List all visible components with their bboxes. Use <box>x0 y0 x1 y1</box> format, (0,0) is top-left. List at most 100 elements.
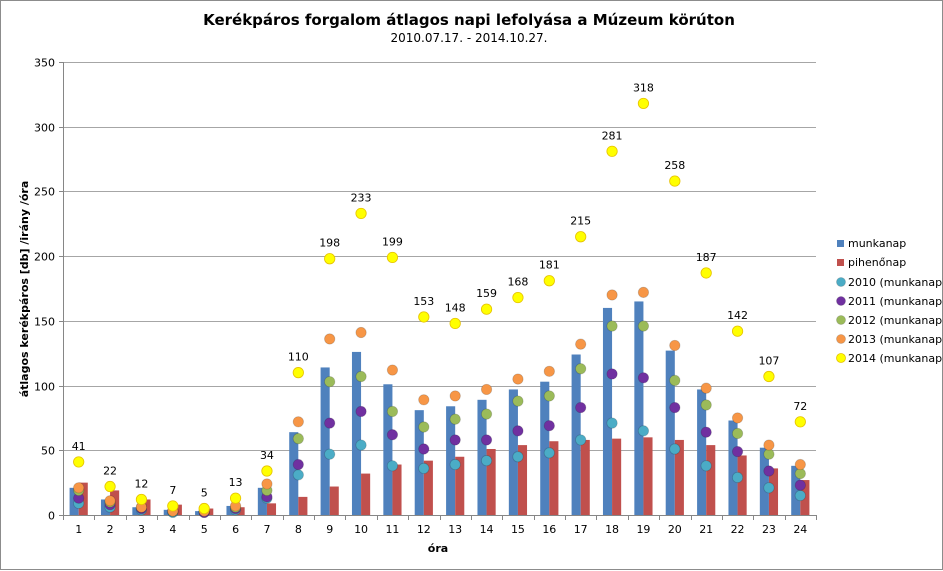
point-2012 <box>607 321 617 331</box>
point-2011 <box>293 459 303 469</box>
point-2011 <box>575 402 585 412</box>
bar-pihenonap <box>298 497 307 515</box>
legend-label: 2014 (munkanap) <box>848 352 943 365</box>
legend-label: 2013 (munkanap) <box>848 333 943 346</box>
x-tick-label: 18 <box>605 523 619 536</box>
point-2010 <box>638 426 648 436</box>
point-2011 <box>670 402 680 412</box>
point-2012 <box>356 371 366 381</box>
point-2010 <box>293 470 303 480</box>
point-2014 <box>73 457 83 467</box>
data-label: 168 <box>507 276 528 289</box>
point-2014 <box>293 367 303 377</box>
point-2013 <box>105 496 115 506</box>
point-2014 <box>513 292 523 302</box>
point-2010 <box>544 448 554 458</box>
point-2014 <box>701 268 711 278</box>
data-label: 159 <box>476 287 497 300</box>
bar-munkanap <box>634 301 643 515</box>
point-2013 <box>356 327 366 337</box>
x-tick-label: 2 <box>107 523 114 536</box>
legend-marker <box>837 278 846 287</box>
points <box>73 98 805 517</box>
y-tick-label: 100 <box>34 381 55 394</box>
point-2014 <box>481 304 491 314</box>
data-label: 181 <box>539 259 560 272</box>
bar-pihenonap <box>267 503 276 515</box>
point-2014 <box>262 466 272 476</box>
point-2011 <box>795 480 805 490</box>
bars <box>70 301 810 515</box>
x-tick-label: 3 <box>138 523 145 536</box>
point-2014 <box>732 326 742 336</box>
data-label: 12 <box>134 477 148 490</box>
legend-swatch <box>837 259 844 266</box>
legend-marker <box>837 316 846 325</box>
point-2010 <box>481 455 491 465</box>
point-2014 <box>356 208 366 218</box>
point-2013 <box>575 339 585 349</box>
point-2014 <box>607 146 617 156</box>
x-tick-label: 23 <box>762 523 776 536</box>
point-2012 <box>638 321 648 331</box>
point-2010 <box>575 435 585 445</box>
point-2013 <box>638 287 648 297</box>
bar-pihenonap <box>643 437 652 515</box>
point-2014 <box>419 312 429 322</box>
point-2014 <box>105 481 115 491</box>
x-tick-label: 8 <box>295 523 302 536</box>
data-label: 22 <box>103 465 117 478</box>
legend-marker <box>837 354 846 363</box>
x-tick-label: 10 <box>354 523 368 536</box>
point-2011 <box>419 444 429 454</box>
point-2013 <box>481 384 491 394</box>
point-2012 <box>293 433 303 443</box>
point-2010 <box>701 461 711 471</box>
y-tick-label: 150 <box>34 316 55 329</box>
point-2013 <box>73 483 83 493</box>
data-label: 199 <box>382 235 403 248</box>
point-2013 <box>732 413 742 423</box>
point-2010 <box>795 490 805 500</box>
x-tick-label: 12 <box>417 523 431 536</box>
bar-pihenonap <box>361 474 370 515</box>
x-tick-label: 11 <box>385 523 399 536</box>
bar-pihenonap <box>581 440 590 515</box>
legend-label: munkanap <box>848 237 906 250</box>
point-2011 <box>701 427 711 437</box>
point-2014 <box>230 493 240 503</box>
point-2013 <box>607 290 617 300</box>
chart-title: Kerékpáros forgalom átlagos napi lefolyá… <box>203 11 735 29</box>
data-label: 41 <box>72 440 86 453</box>
point-2012 <box>324 376 334 386</box>
point-2014 <box>199 503 209 513</box>
point-2012 <box>513 396 523 406</box>
point-2014 <box>324 254 334 264</box>
data-label: 34 <box>260 449 274 462</box>
legend-marker <box>837 297 846 306</box>
bar-pihenonap <box>612 439 621 515</box>
bar-munkanap <box>603 308 612 515</box>
data-label: 281 <box>602 129 623 142</box>
point-2014 <box>638 98 648 108</box>
point-2014 <box>136 494 146 504</box>
bar-pihenonap <box>330 487 339 515</box>
x-axis-title: óra <box>428 542 448 555</box>
legend-label: 2012 (munkanap) <box>848 314 943 327</box>
data-label: 153 <box>413 295 434 308</box>
point-2010 <box>732 472 742 482</box>
point-2013 <box>262 479 272 489</box>
x-tick-label: 17 <box>574 523 588 536</box>
point-2011 <box>638 373 648 383</box>
data-label: 148 <box>445 301 466 314</box>
x-tick-label: 1 <box>75 523 82 536</box>
y-tick-label: 200 <box>34 251 55 264</box>
x-tick-label: 14 <box>480 523 494 536</box>
point-2012 <box>670 375 680 385</box>
data-label: 187 <box>696 251 717 264</box>
point-2011 <box>356 406 366 416</box>
point-2010 <box>324 449 334 459</box>
point-2011 <box>513 426 523 436</box>
point-2011 <box>764 466 774 476</box>
point-2012 <box>387 406 397 416</box>
